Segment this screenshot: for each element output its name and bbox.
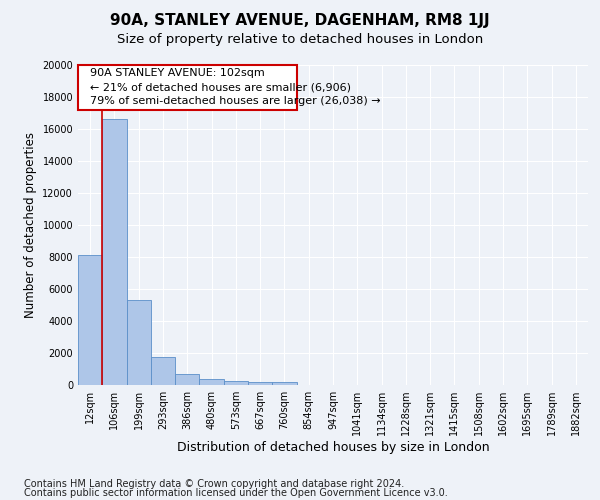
Bar [78, 256, 102, 385]
Bar [175, 374, 199, 385]
Y-axis label: Number of detached properties: Number of detached properties [24, 132, 37, 318]
Text: Contains public sector information licensed under the Open Government Licence v3: Contains public sector information licen… [24, 488, 448, 498]
X-axis label: Distribution of detached houses by size in London: Distribution of detached houses by size … [176, 441, 490, 454]
FancyBboxPatch shape [78, 65, 296, 110]
Bar [199, 380, 224, 385]
Text: Size of property relative to detached houses in London: Size of property relative to detached ho… [117, 32, 483, 46]
Bar [151, 357, 175, 385]
Bar [127, 300, 151, 385]
Bar [224, 380, 248, 385]
Bar [248, 382, 272, 385]
Text: Contains HM Land Registry data © Crown copyright and database right 2024.: Contains HM Land Registry data © Crown c… [24, 479, 404, 489]
Text: 90A STANLEY AVENUE: 102sqm
← 21% of detached houses are smaller (6,906)
79% of s: 90A STANLEY AVENUE: 102sqm ← 21% of deta… [90, 68, 381, 106]
Bar [272, 382, 296, 385]
Bar [102, 120, 127, 385]
Text: 90A, STANLEY AVENUE, DAGENHAM, RM8 1JJ: 90A, STANLEY AVENUE, DAGENHAM, RM8 1JJ [110, 12, 490, 28]
